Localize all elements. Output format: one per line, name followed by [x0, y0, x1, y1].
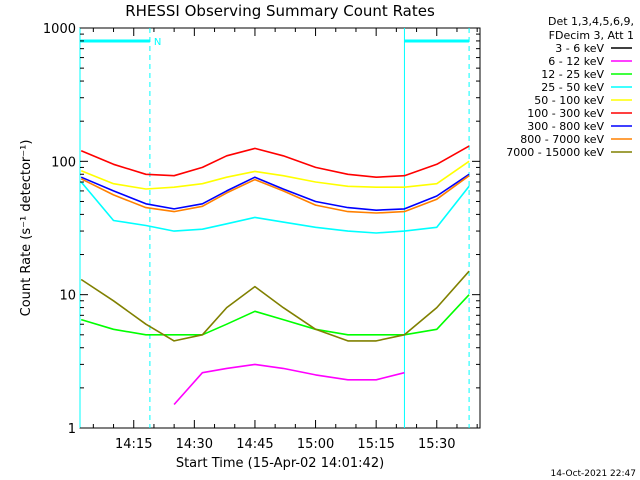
- series-line-7: [80, 173, 470, 211]
- legend-entry-label: 800 - 7000 keV: [520, 133, 604, 146]
- legend-header-line-1: Det 1,3,4,5,6,9,: [548, 15, 634, 28]
- time-markers: N: [79, 28, 470, 428]
- series-line-8: [80, 175, 470, 214]
- legend: Det 1,3,4,5,6,9, FDecim 3, Att 1 3 - 6 k…: [506, 15, 634, 159]
- series-line-2: [173, 363, 405, 406]
- legend-entry-label: 3 - 6 keV: [555, 42, 604, 55]
- series-line-4: [80, 181, 470, 234]
- series-line-9: [80, 270, 470, 342]
- y-tick-label: 1000: [43, 22, 76, 37]
- x-tick-label: 14:30: [176, 437, 213, 452]
- night-marker-label: N: [154, 37, 161, 48]
- x-tick-label: 14:45: [236, 437, 273, 452]
- x-tick-label: 15:30: [418, 437, 455, 452]
- x-tick-label: 14:15: [115, 437, 152, 452]
- legend-entry-label: 7000 - 15000 keV: [506, 146, 604, 159]
- timestamp: 14-Oct-2021 22:47: [551, 469, 636, 479]
- legend-header-line-2: FDecim 3, Att 1: [549, 29, 634, 42]
- series-layer: [80, 145, 470, 406]
- series-line-5: [80, 160, 470, 190]
- legend-entry-label: 300 - 800 keV: [527, 120, 604, 133]
- y-tick-label: 10: [59, 289, 76, 304]
- legend-entry-label: 25 - 50 keV: [541, 81, 604, 94]
- y-tick-label: 1: [68, 422, 76, 437]
- chart-title: RHESSI Observing Summary Count Rates: [125, 2, 435, 20]
- x-tick-label: 15:15: [357, 437, 394, 452]
- legend-entry-label: 100 - 300 keV: [527, 107, 604, 120]
- y-axis: 1 10 100 1000: [43, 22, 480, 437]
- y-axis-label: Count Rate (s⁻¹ detector⁻¹): [19, 140, 34, 317]
- series-line-3: [80, 294, 470, 336]
- x-axis: 14:15 14:30 14:45 15:00 15:15 15:30: [92, 28, 478, 452]
- y-tick-label: 100: [51, 155, 76, 170]
- x-tick-label: 15:00: [297, 437, 334, 452]
- series-line-6: [80, 145, 470, 178]
- legend-entry-label: 6 - 12 keV: [548, 55, 604, 68]
- legend-entry-label: 50 - 100 keV: [534, 94, 604, 107]
- legend-entry-label: 12 - 25 keV: [541, 68, 604, 81]
- x-axis-label: Start Time (15-Apr-02 14:01:42): [176, 456, 384, 471]
